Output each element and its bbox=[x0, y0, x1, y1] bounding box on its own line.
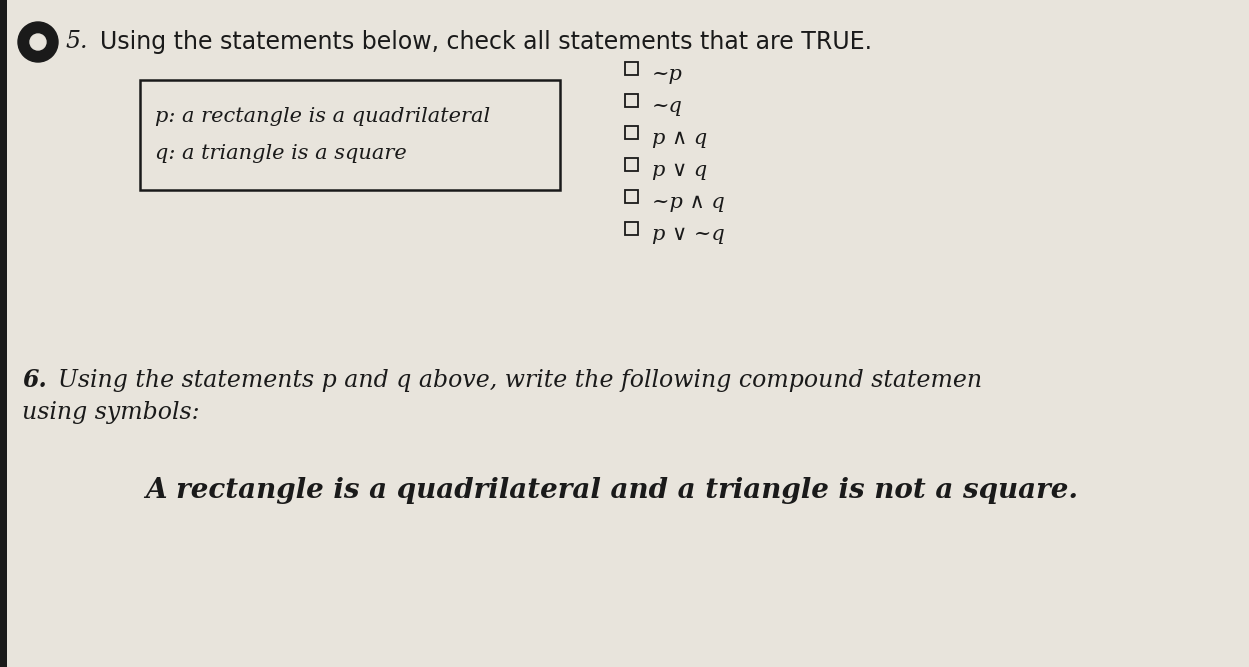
Bar bbox=[0, 0, 7, 667]
Bar bbox=[624, 61, 638, 75]
Bar bbox=[624, 125, 638, 139]
Text: p: a rectangle is a quadrilateral: p: a rectangle is a quadrilateral bbox=[155, 107, 490, 126]
Bar bbox=[624, 157, 638, 171]
Text: ~p: ~p bbox=[652, 65, 683, 84]
Bar bbox=[140, 80, 560, 190]
Text: q: a triangle is a square: q: a triangle is a square bbox=[155, 144, 407, 163]
Text: 5.: 5. bbox=[65, 31, 87, 53]
Bar bbox=[624, 189, 638, 203]
Text: using symbols:: using symbols: bbox=[22, 400, 200, 424]
Circle shape bbox=[30, 34, 46, 50]
Text: ~q: ~q bbox=[652, 97, 683, 116]
Bar bbox=[624, 221, 638, 235]
Text: p ∧ q: p ∧ q bbox=[652, 129, 707, 148]
Text: ~p ∧ q: ~p ∧ q bbox=[652, 193, 724, 212]
Circle shape bbox=[17, 22, 57, 62]
Text: p ∨ q: p ∨ q bbox=[652, 161, 707, 180]
Text: A rectangle is a quadrilateral and a triangle is not a square.: A rectangle is a quadrilateral and a tri… bbox=[145, 476, 1078, 504]
Text: p ∨ ~q: p ∨ ~q bbox=[652, 225, 724, 244]
Text: 6.: 6. bbox=[22, 368, 46, 392]
Text: Using the statements p and q above, write the following compound statemen: Using the statements p and q above, writ… bbox=[57, 368, 982, 392]
Bar bbox=[624, 93, 638, 107]
Text: Using the statements below, check all statements that are TRUE.: Using the statements below, check all st… bbox=[100, 30, 872, 54]
